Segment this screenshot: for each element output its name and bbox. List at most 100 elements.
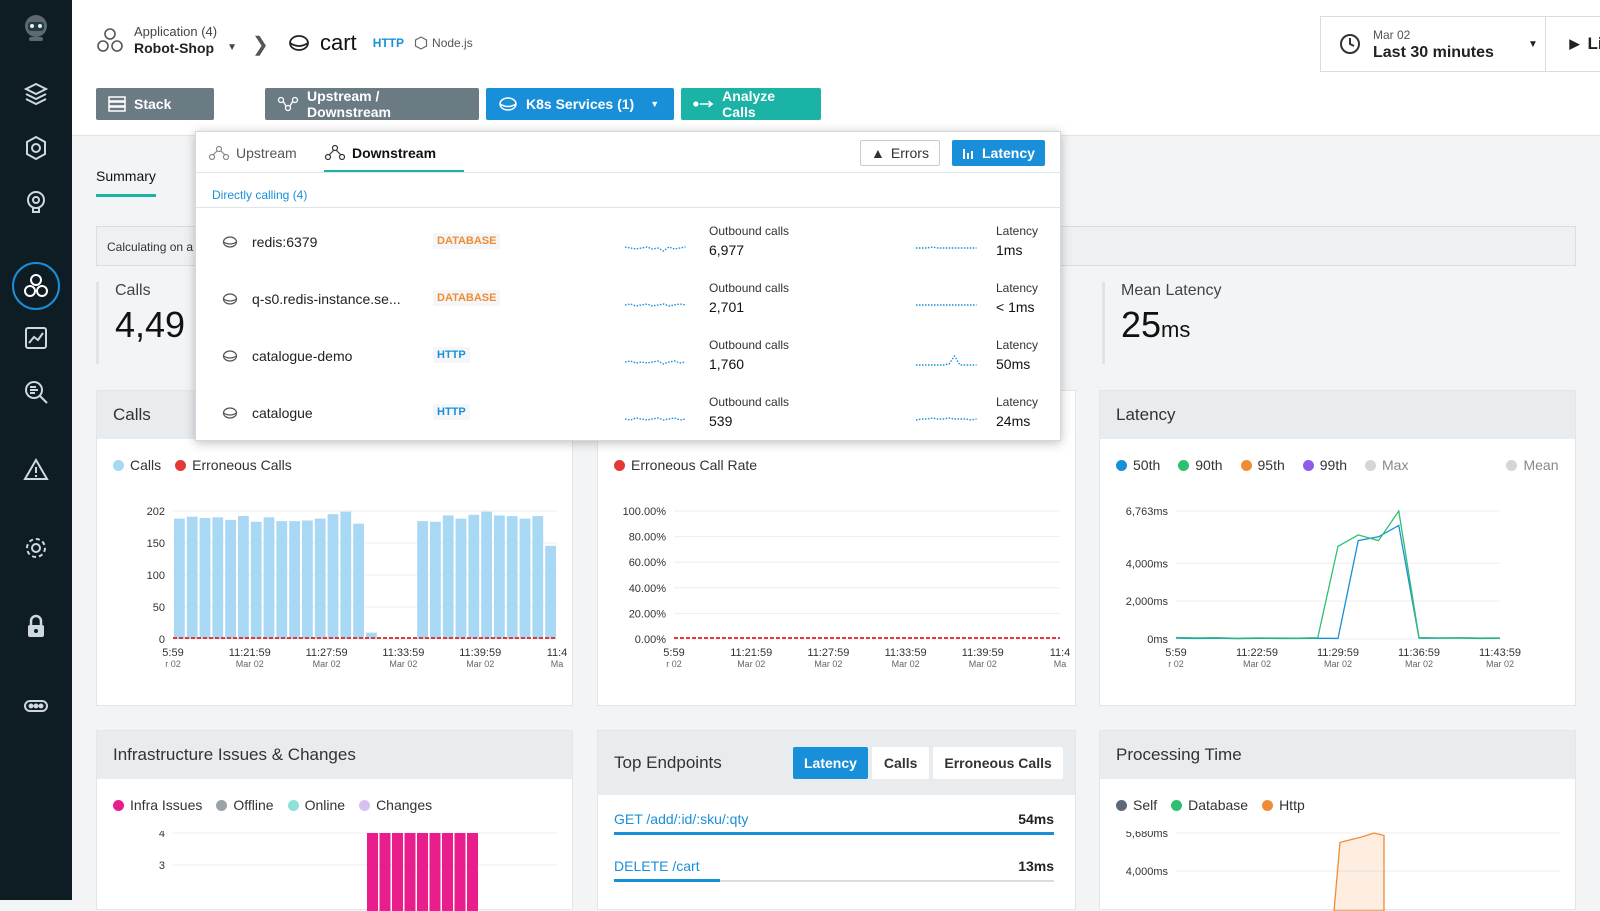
calls-bar (250, 521, 262, 639)
legend-item-erroneous-calls[interactable]: Erroneous Calls (175, 457, 292, 473)
x-tick-sublabel: Mar 02 (389, 659, 417, 669)
service-tech: Node.js (414, 36, 473, 50)
tab-upstream[interactable]: Upstream (208, 144, 297, 162)
legend-item-mean[interactable]: Mean (1506, 457, 1558, 473)
latency-card: Latency 50th 90th 95th 99th Max Mean 6,7… (1099, 390, 1576, 706)
errors-toggle-button[interactable]: ▲ Errors (860, 140, 940, 166)
processing-legend: Self Database Http (1116, 797, 1305, 813)
stat-mean-latency-label: Mean Latency (1121, 282, 1222, 299)
analyze-calls-label: Analyze Calls (722, 88, 776, 120)
x-tick-label: 11:4 (547, 647, 568, 659)
lightbulb-icon[interactable] (16, 182, 56, 222)
applications-icon[interactable] (12, 262, 60, 310)
legend-item-max[interactable]: Max (1365, 457, 1408, 473)
calls-bar (327, 514, 339, 639)
calls-sparkline (624, 303, 686, 307)
downstream-popup: Upstream Downstream ▲ Errors Latency Dir… (195, 131, 1062, 441)
downstream-type-badge: HTTP (433, 347, 470, 363)
legend-item-self[interactable]: Self (1116, 797, 1157, 813)
calls-bar (276, 521, 288, 639)
calls-sparkline (624, 360, 686, 365)
legend-item-50th[interactable]: 50th (1116, 457, 1160, 473)
legend-item-90th[interactable]: 90th (1178, 457, 1223, 473)
chevron-down-icon: ▼ (1527, 38, 1538, 50)
alert-triangle-icon[interactable] (16, 450, 56, 490)
latency-label: Latency (996, 395, 1039, 409)
calls-sparkline (624, 417, 686, 421)
calls-bar (289, 521, 300, 639)
directly-calling-title: Directly calling (4) (212, 188, 308, 202)
legend-item-changes[interactable]: Changes (359, 797, 432, 813)
tab-downstream[interactable]: Downstream (324, 144, 464, 173)
stat-calls: Calls 4,49 (96, 282, 236, 364)
latency-label: Latency (982, 145, 1035, 161)
analyze-calls-button[interactable]: Analyze Calls (681, 88, 821, 120)
calls-bar (455, 518, 467, 639)
endpoint-name[interactable]: GET /add/:id/:sku/:qty (614, 811, 749, 827)
downstream-row[interactable]: redis:6379 DATABASE Outbound calls 6,977 Lat… (196, 212, 1062, 270)
legend-item-http[interactable]: Http (1262, 797, 1305, 813)
live-button[interactable]: ▶ Live (1546, 16, 1600, 72)
endpoints-tab-erroneous-calls[interactable]: Erroneous Calls (933, 747, 1063, 779)
endpoints-tab-latency[interactable]: Latency (793, 747, 868, 779)
legend-item-erroneous-call-rate[interactable]: Erroneous Call Rate (614, 457, 757, 473)
chevron-down-icon: ▼ (650, 99, 660, 109)
analyze-search-icon[interactable] (16, 372, 56, 412)
lock-icon[interactable] (16, 606, 56, 646)
infra-issue-bar (379, 833, 391, 911)
more-icon[interactable] (16, 686, 56, 726)
sidebar (0, 0, 72, 900)
sparkline (916, 246, 977, 249)
legend-item-95th[interactable]: 95th (1240, 457, 1285, 473)
latency-label: Latency (996, 338, 1039, 352)
downstream-row[interactable]: catalogue HTTP Outbound calls 539 Latency 24m… (196, 383, 1062, 441)
calls-legend: Calls Erroneous Calls (113, 457, 292, 473)
y-tick-label: 100 (147, 570, 165, 582)
legend-item-99th[interactable]: 99th (1302, 457, 1347, 473)
k8s-services-button[interactable]: K8s Services (1) ▼ (486, 88, 674, 120)
y-tick-label: 4 (159, 831, 165, 840)
endpoint-name[interactable]: DELETE /cart (614, 858, 700, 874)
downstream-service-name[interactable]: catalogue-demo (252, 348, 353, 364)
legend-item-offline[interactable]: Offline (216, 797, 274, 813)
time-range-picker[interactable]: Mar 02 Last 30 minutes ▼ (1320, 16, 1546, 72)
dashboard-icon[interactable] (16, 318, 56, 358)
downstream-row[interactable]: catalogue-demo HTTP Outbound calls 1,760 Lat… (196, 326, 1062, 384)
legend-item-infra-issues[interactable]: Infra Issues (113, 797, 202, 813)
endpoint-row[interactable]: DELETE /cart 13ms (614, 858, 1054, 882)
latency-value: < 1ms (996, 299, 1035, 315)
service-breadcrumb: cart HTTP Node.js (288, 30, 473, 56)
downstream-row[interactable]: q-s0.redis-instance.se... DATABASE Outboun… (196, 269, 1062, 327)
downstream-service-name[interactable]: catalogue (252, 405, 313, 421)
layers-icon[interactable] (16, 74, 56, 114)
x-tick-sublabel: Ma (551, 659, 564, 669)
header: Application (4) Robot-Shop ▼ ❯ cart HTTP… (72, 0, 1600, 136)
x-tick-sublabel: Mar 02 (466, 659, 494, 669)
endpoints-tab-calls[interactable]: Calls (871, 747, 930, 779)
kubernetes-icon[interactable] (16, 128, 56, 168)
calls-bar (545, 545, 556, 639)
downstream-service-name[interactable]: redis:6379 (252, 234, 318, 250)
settings-gear-icon[interactable] (16, 528, 56, 568)
x-tick-sublabel: Mar 02 (969, 659, 997, 669)
application-selector[interactable]: Application (4) Robot-Shop ▼ (96, 24, 237, 56)
legend-item-calls[interactable]: Calls (113, 457, 161, 473)
tab-summary[interactable]: Summary (96, 168, 156, 197)
legend-item-online[interactable]: Online (287, 797, 345, 813)
upstream-downstream-button[interactable]: Upstream / Downstream (265, 88, 479, 120)
endpoint-row[interactable]: GET /add/:id/:sku/:qty 54ms (614, 811, 1054, 835)
legend-item-database[interactable]: Database (1171, 797, 1248, 813)
service-icon (222, 293, 238, 305)
downstream-service-name[interactable]: q-s0.redis-instance.se... (252, 291, 401, 307)
x-tick-label: 11:21:59 (730, 647, 772, 659)
robot-logo-icon[interactable] (16, 8, 56, 48)
processing-card-title: Processing Time (1100, 731, 1575, 779)
clock-icon (1340, 34, 1360, 54)
time-date: Mar 02 (1373, 28, 1411, 42)
x-tick-sublabel: Mar 02 (1243, 659, 1271, 669)
stack-button[interactable]: Stack (96, 88, 214, 120)
latency-toggle-button[interactable]: Latency (952, 140, 1045, 166)
stat-mean-latency-value: 25ms (1121, 304, 1302, 346)
processing-time-card: Processing Time Self Database Http 5,680… (1099, 730, 1576, 911)
x-tick-label: 11:21:59 (229, 647, 271, 659)
